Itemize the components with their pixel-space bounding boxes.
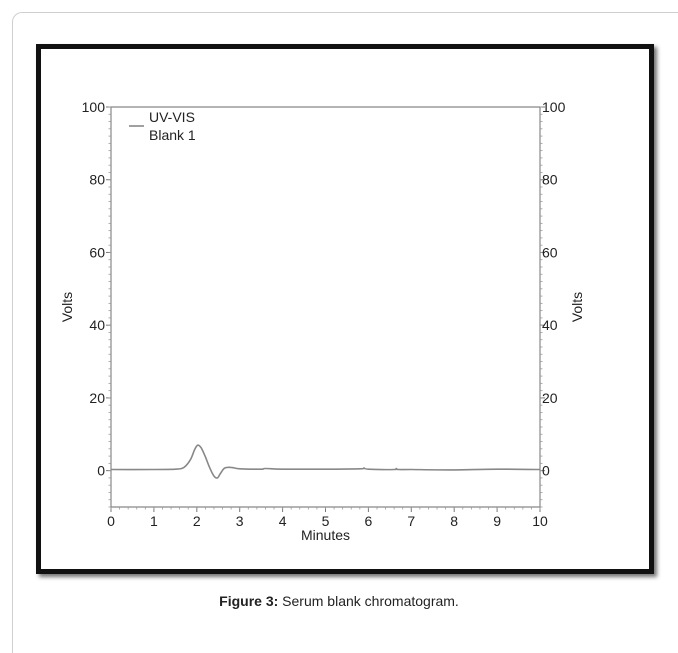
figure-caption: Figure 3: Serum blank chromatogram. <box>0 593 678 609</box>
x-tick-label: 9 <box>493 513 501 529</box>
axes <box>110 106 541 508</box>
caption-text: Serum blank chromatogram. <box>278 593 459 609</box>
y-tick-label: 60 <box>89 244 105 260</box>
x-tick-label: 1 <box>150 513 158 529</box>
x-tick-label: 4 <box>279 513 287 529</box>
y2-tick-label: 100 <box>542 99 566 115</box>
y-tick-label: 80 <box>89 172 105 188</box>
y2-tick-label: 60 <box>542 244 558 260</box>
y-tick-label: 100 <box>82 99 106 115</box>
y-tick-label: 0 <box>97 463 105 479</box>
x-tick-label: 5 <box>322 513 330 529</box>
y2-tick-label: 20 <box>542 390 558 406</box>
y-axis-title: Volts <box>59 292 75 322</box>
x-tick-label: 6 <box>365 513 373 529</box>
x-axis-title: Minutes <box>301 527 350 543</box>
legend: UV-VIS Blank 1 <box>129 109 196 143</box>
x-tick-label: 0 <box>107 513 115 529</box>
y2-axis-title: Volts <box>569 292 585 322</box>
y2-tick-label: 0 <box>542 463 550 479</box>
y-tick-label: 20 <box>89 390 105 406</box>
x-tick-label: 3 <box>236 513 244 529</box>
legend-label-line2: Blank 1 <box>149 127 196 143</box>
y-tick-label: 40 <box>89 317 105 333</box>
legend-label-line1: UV-VIS <box>149 109 195 125</box>
y2-tick-label: 40 <box>542 317 558 333</box>
x-tick-label: 7 <box>407 513 415 529</box>
x-tick-label: 8 <box>450 513 458 529</box>
x-tick-label: 2 <box>193 513 201 529</box>
x-tick-label: 10 <box>532 513 548 529</box>
caption-label: Figure 3: <box>219 593 279 609</box>
figure-frame: 0 1 2 3 4 5 6 7 8 9 10 0 20 40 60 80 100 0 20 40 60 80 100 Min… <box>36 44 654 574</box>
y2-tick-label: 80 <box>542 172 558 188</box>
series-line-uv-vis-blank-1 <box>110 444 541 479</box>
tick-marks <box>106 106 545 512</box>
